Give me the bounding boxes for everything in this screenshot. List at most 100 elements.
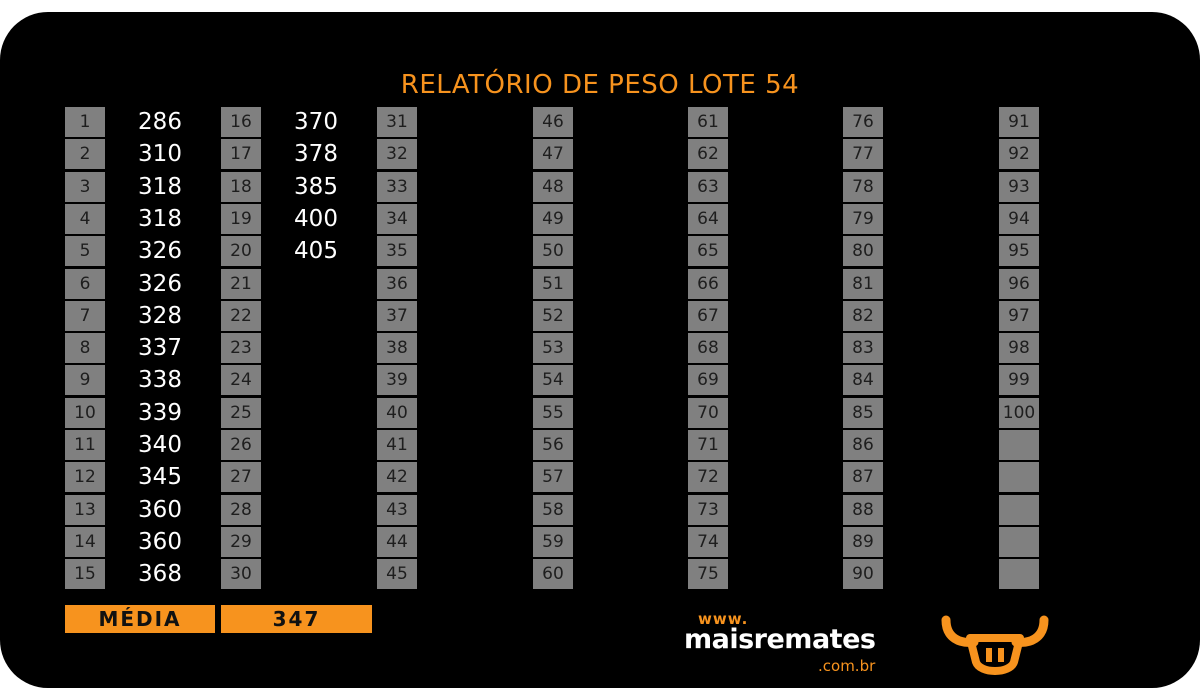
animal-weight (898, 365, 978, 395)
animal-number: 12 (65, 462, 105, 493)
logo-www: www. (698, 610, 749, 628)
animal-number (999, 430, 1039, 460)
animal-number: 23 (221, 333, 261, 364)
animal-weight (898, 172, 978, 202)
animal-number: 27 (221, 462, 261, 493)
animal-number: 82 (843, 300, 883, 331)
animal-number: 22 (221, 300, 261, 331)
animal-number: 80 (843, 236, 883, 267)
animal-weight (1054, 333, 1134, 363)
animal-number: 77 (843, 139, 883, 170)
animal-number (999, 559, 1039, 590)
animal-weight (432, 430, 512, 460)
animal-weight (588, 301, 668, 331)
animal-weight (276, 495, 356, 525)
animal-number: 91 (999, 107, 1039, 137)
animal-number: 98 (999, 333, 1039, 364)
animal-weight (898, 430, 978, 460)
animal-number: 44 (377, 526, 417, 557)
animal-weight (898, 204, 978, 234)
logo-domain: .com.br (818, 657, 876, 675)
animal-weight (276, 559, 356, 589)
animal-weight (588, 204, 668, 234)
animal-number: 54 (533, 365, 573, 396)
animal-number: 53 (533, 333, 573, 364)
animal-weight (432, 398, 512, 428)
animal-number: 41 (377, 430, 417, 460)
animal-number: 46 (533, 107, 573, 137)
animal-weight: 368 (138, 561, 182, 588)
animal-number: 83 (843, 333, 883, 364)
animal-number: 84 (843, 365, 883, 396)
animal-weight (743, 365, 823, 395)
maisremates-logo[interactable]: www. maisremates .com.br (684, 610, 904, 680)
animal-number: 55 (533, 397, 573, 428)
animal-weight: 360 (138, 528, 182, 555)
animal-number: 70 (688, 397, 728, 428)
animal-weight (432, 365, 512, 395)
animal-weight (743, 462, 823, 492)
animal-number: 51 (533, 268, 573, 299)
animal-number: 65 (688, 236, 728, 267)
animal-weight (898, 107, 978, 137)
animal-weight (1054, 204, 1134, 234)
animal-weight (898, 559, 978, 589)
animal-weight (1054, 236, 1134, 266)
animal-weight (743, 236, 823, 266)
animal-weight (432, 139, 512, 169)
animal-number: 24 (221, 365, 261, 396)
animal-weight: 370 (294, 109, 338, 135)
animal-weight (898, 301, 978, 331)
animal-weight (743, 333, 823, 363)
animal-weight (743, 107, 823, 137)
animal-number: 48 (533, 171, 573, 202)
animal-weight (1054, 495, 1134, 525)
animal-number: 68 (688, 333, 728, 364)
animal-weight (276, 430, 356, 460)
animal-weight: 328 (138, 302, 182, 329)
animal-number: 35 (377, 236, 417, 267)
animal-number: 99 (999, 365, 1039, 396)
animal-number: 31 (377, 107, 417, 137)
animal-weight (898, 495, 978, 525)
animal-weight (588, 139, 668, 169)
animal-weight (432, 172, 512, 202)
animal-weight: 340 (138, 432, 182, 458)
animal-number: 10 (65, 397, 105, 428)
animal-number: 40 (377, 397, 417, 428)
animal-number: 71 (688, 430, 728, 460)
animal-weight (1054, 107, 1134, 137)
animal-weight: 326 (138, 238, 182, 265)
animal-weight (898, 462, 978, 492)
animal-number: 94 (999, 203, 1039, 234)
animal-weight (743, 527, 823, 557)
animal-number: 4 (65, 203, 105, 234)
animal-number: 21 (221, 268, 261, 299)
animal-number: 72 (688, 462, 728, 493)
animal-number: 49 (533, 203, 573, 234)
animal-weight (588, 333, 668, 363)
animal-number: 75 (688, 559, 728, 590)
animal-number: 33 (377, 171, 417, 202)
animal-number: 86 (843, 430, 883, 460)
animal-weight: 337 (138, 335, 182, 362)
animal-weight (743, 204, 823, 234)
animal-number: 26 (221, 430, 261, 460)
animal-number: 90 (843, 559, 883, 590)
animal-weight (276, 333, 356, 363)
animal-weight: 338 (138, 367, 182, 394)
animal-weight (1054, 269, 1134, 299)
animal-weight: 400 (294, 205, 338, 232)
animal-weight (1054, 139, 1134, 169)
animal-number: 5 (65, 236, 105, 267)
animal-number: 88 (843, 494, 883, 525)
animal-weight: 405 (294, 238, 338, 265)
animal-number: 95 (999, 236, 1039, 267)
media-label: MÉDIA (65, 605, 215, 633)
animal-number: 38 (377, 333, 417, 364)
animal-number: 69 (688, 365, 728, 396)
animal-number: 96 (999, 268, 1039, 299)
report-card: RELATÓRIO DE PESO LOTE 54 1 286 2 310 3 318 4 3… (0, 12, 1200, 688)
animal-weight: 339 (138, 399, 182, 426)
animal-weight (1054, 462, 1134, 492)
